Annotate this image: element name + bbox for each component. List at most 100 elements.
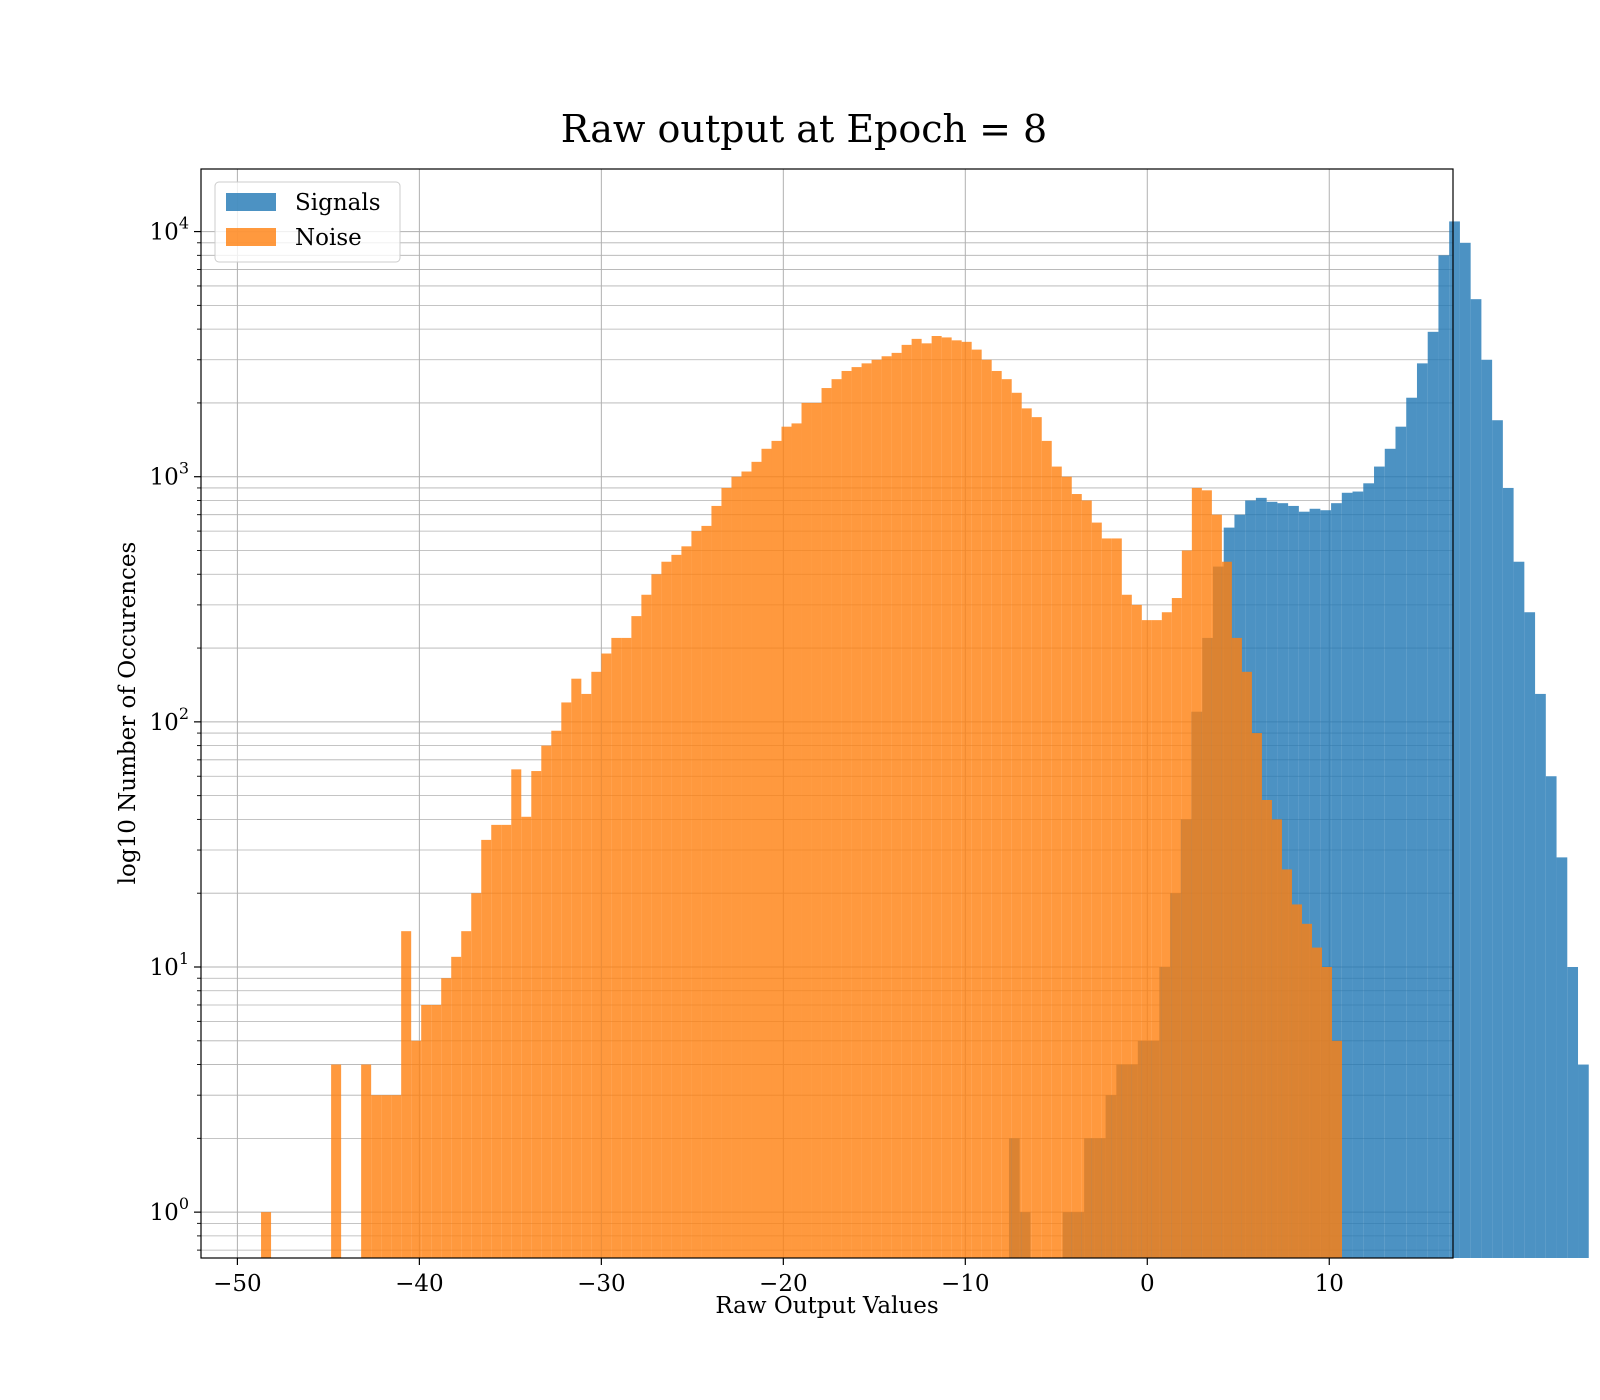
bar-noise — [1301, 923, 1312, 1258]
y-tick-label: 102 — [150, 704, 189, 736]
legend[interactable]: Signals Noise — [214, 181, 401, 263]
y-tick-label: 104 — [150, 214, 189, 246]
y-tick-label: 101 — [150, 949, 189, 981]
bar-noise — [821, 388, 832, 1258]
bar-signals — [1288, 505, 1299, 1258]
bar-signals — [1395, 426, 1407, 1258]
x-tick-label: 10 — [1315, 1271, 1344, 1297]
bar-noise — [401, 931, 412, 1258]
bar-noise — [471, 893, 482, 1258]
bar-noise — [691, 531, 702, 1258]
bar-noise — [1261, 799, 1272, 1258]
bar-noise — [971, 349, 982, 1258]
bar-signals — [1374, 466, 1385, 1258]
bar-noise — [651, 574, 662, 1258]
bar-signals — [1352, 491, 1364, 1258]
bar-noise — [411, 1040, 422, 1258]
bar-signals — [1384, 448, 1396, 1258]
bar-noise — [1201, 490, 1212, 1259]
bar-noise — [591, 671, 602, 1258]
x-tick-label: 0 — [1140, 1271, 1155, 1297]
bar-noise — [1011, 392, 1022, 1259]
bar-noise — [1021, 408, 1032, 1258]
bar-noise — [931, 335, 942, 1258]
x-tick-label: −40 — [395, 1271, 444, 1297]
bar-noise — [331, 1064, 342, 1258]
x-axis-label: Raw Output Values — [715, 1293, 938, 1319]
bar-noise — [561, 702, 572, 1258]
bar-signals — [1524, 612, 1536, 1258]
bar-noise — [1061, 476, 1072, 1258]
bar-signals — [1545, 776, 1557, 1258]
bar-signals — [1320, 510, 1332, 1259]
bar-signals — [1438, 255, 1450, 1258]
bar-noise — [1041, 440, 1052, 1258]
x-axis: −50 −40 −30 −20 −10 0 10 — [213, 1258, 1344, 1297]
bar-noise — [1331, 1040, 1342, 1258]
bar-signals — [1470, 299, 1482, 1258]
bar-noise — [531, 771, 542, 1258]
bar-signals — [1341, 492, 1353, 1259]
bar-noise — [371, 1095, 382, 1258]
bar-noise — [801, 402, 812, 1258]
bar-signals — [1298, 511, 1310, 1258]
bar-noise — [871, 359, 882, 1259]
chart-title: Raw output at Epoch = 8 — [561, 107, 1047, 151]
bar-noise — [641, 594, 652, 1258]
bar-noise — [1191, 487, 1202, 1258]
bar-noise — [671, 554, 682, 1258]
bar-noise — [751, 461, 762, 1259]
bar-noise — [781, 426, 792, 1258]
bar-signals — [1567, 966, 1579, 1258]
bar-signals — [1481, 359, 1493, 1259]
bar-noise — [491, 824, 502, 1258]
bar-noise — [1221, 561, 1232, 1258]
y-tick-label: 103 — [150, 459, 189, 491]
bar-noise — [571, 678, 582, 1258]
bar-noise — [1311, 947, 1322, 1258]
legend-swatch-signals — [226, 193, 276, 211]
x-tick-label: −10 — [941, 1271, 990, 1297]
bar-noise — [461, 931, 472, 1258]
bar-signals — [1459, 242, 1471, 1258]
bar-signals — [1449, 221, 1460, 1258]
x-tick-label: −20 — [759, 1271, 808, 1297]
bar-noise — [1161, 612, 1172, 1258]
bar-noise — [501, 824, 512, 1258]
bar-noise — [1141, 620, 1152, 1258]
bar-noise — [611, 637, 622, 1258]
bar-noise — [891, 352, 902, 1259]
legend-label-noise: Noise — [295, 225, 362, 251]
bar-noise — [661, 561, 672, 1258]
bar-noise — [431, 1004, 442, 1258]
bar-signals — [1513, 561, 1525, 1258]
bar-noise — [601, 653, 612, 1258]
bar-noise — [921, 343, 932, 1258]
bar-noise — [1171, 598, 1182, 1258]
bar-noise — [391, 1095, 402, 1258]
x-tick-label: −50 — [213, 1271, 262, 1297]
bar-signals — [1331, 503, 1342, 1259]
bar-signals — [1427, 331, 1439, 1258]
bar-noise — [911, 338, 922, 1258]
bar-noise — [421, 1004, 432, 1258]
bar-noise — [951, 340, 962, 1258]
bar-noise — [701, 525, 712, 1258]
bar-noise — [1091, 522, 1102, 1258]
bar-noise — [581, 693, 592, 1258]
bar-noise — [441, 978, 452, 1258]
bar-noise — [731, 476, 742, 1258]
bar-noise — [1101, 538, 1112, 1258]
legend-swatch-noise — [226, 228, 276, 246]
bar-noise — [521, 816, 532, 1258]
bar-noise — [1131, 604, 1142, 1258]
bar-noise — [511, 769, 522, 1258]
bar-signals — [1578, 1064, 1589, 1258]
bar-noise — [831, 379, 842, 1258]
bar-noise — [851, 367, 862, 1258]
bar-noise — [1001, 379, 1012, 1258]
bar-noise — [771, 440, 782, 1258]
bar-noise — [1281, 869, 1292, 1258]
bar-noise — [1031, 417, 1042, 1258]
bar-noise — [1071, 494, 1082, 1258]
